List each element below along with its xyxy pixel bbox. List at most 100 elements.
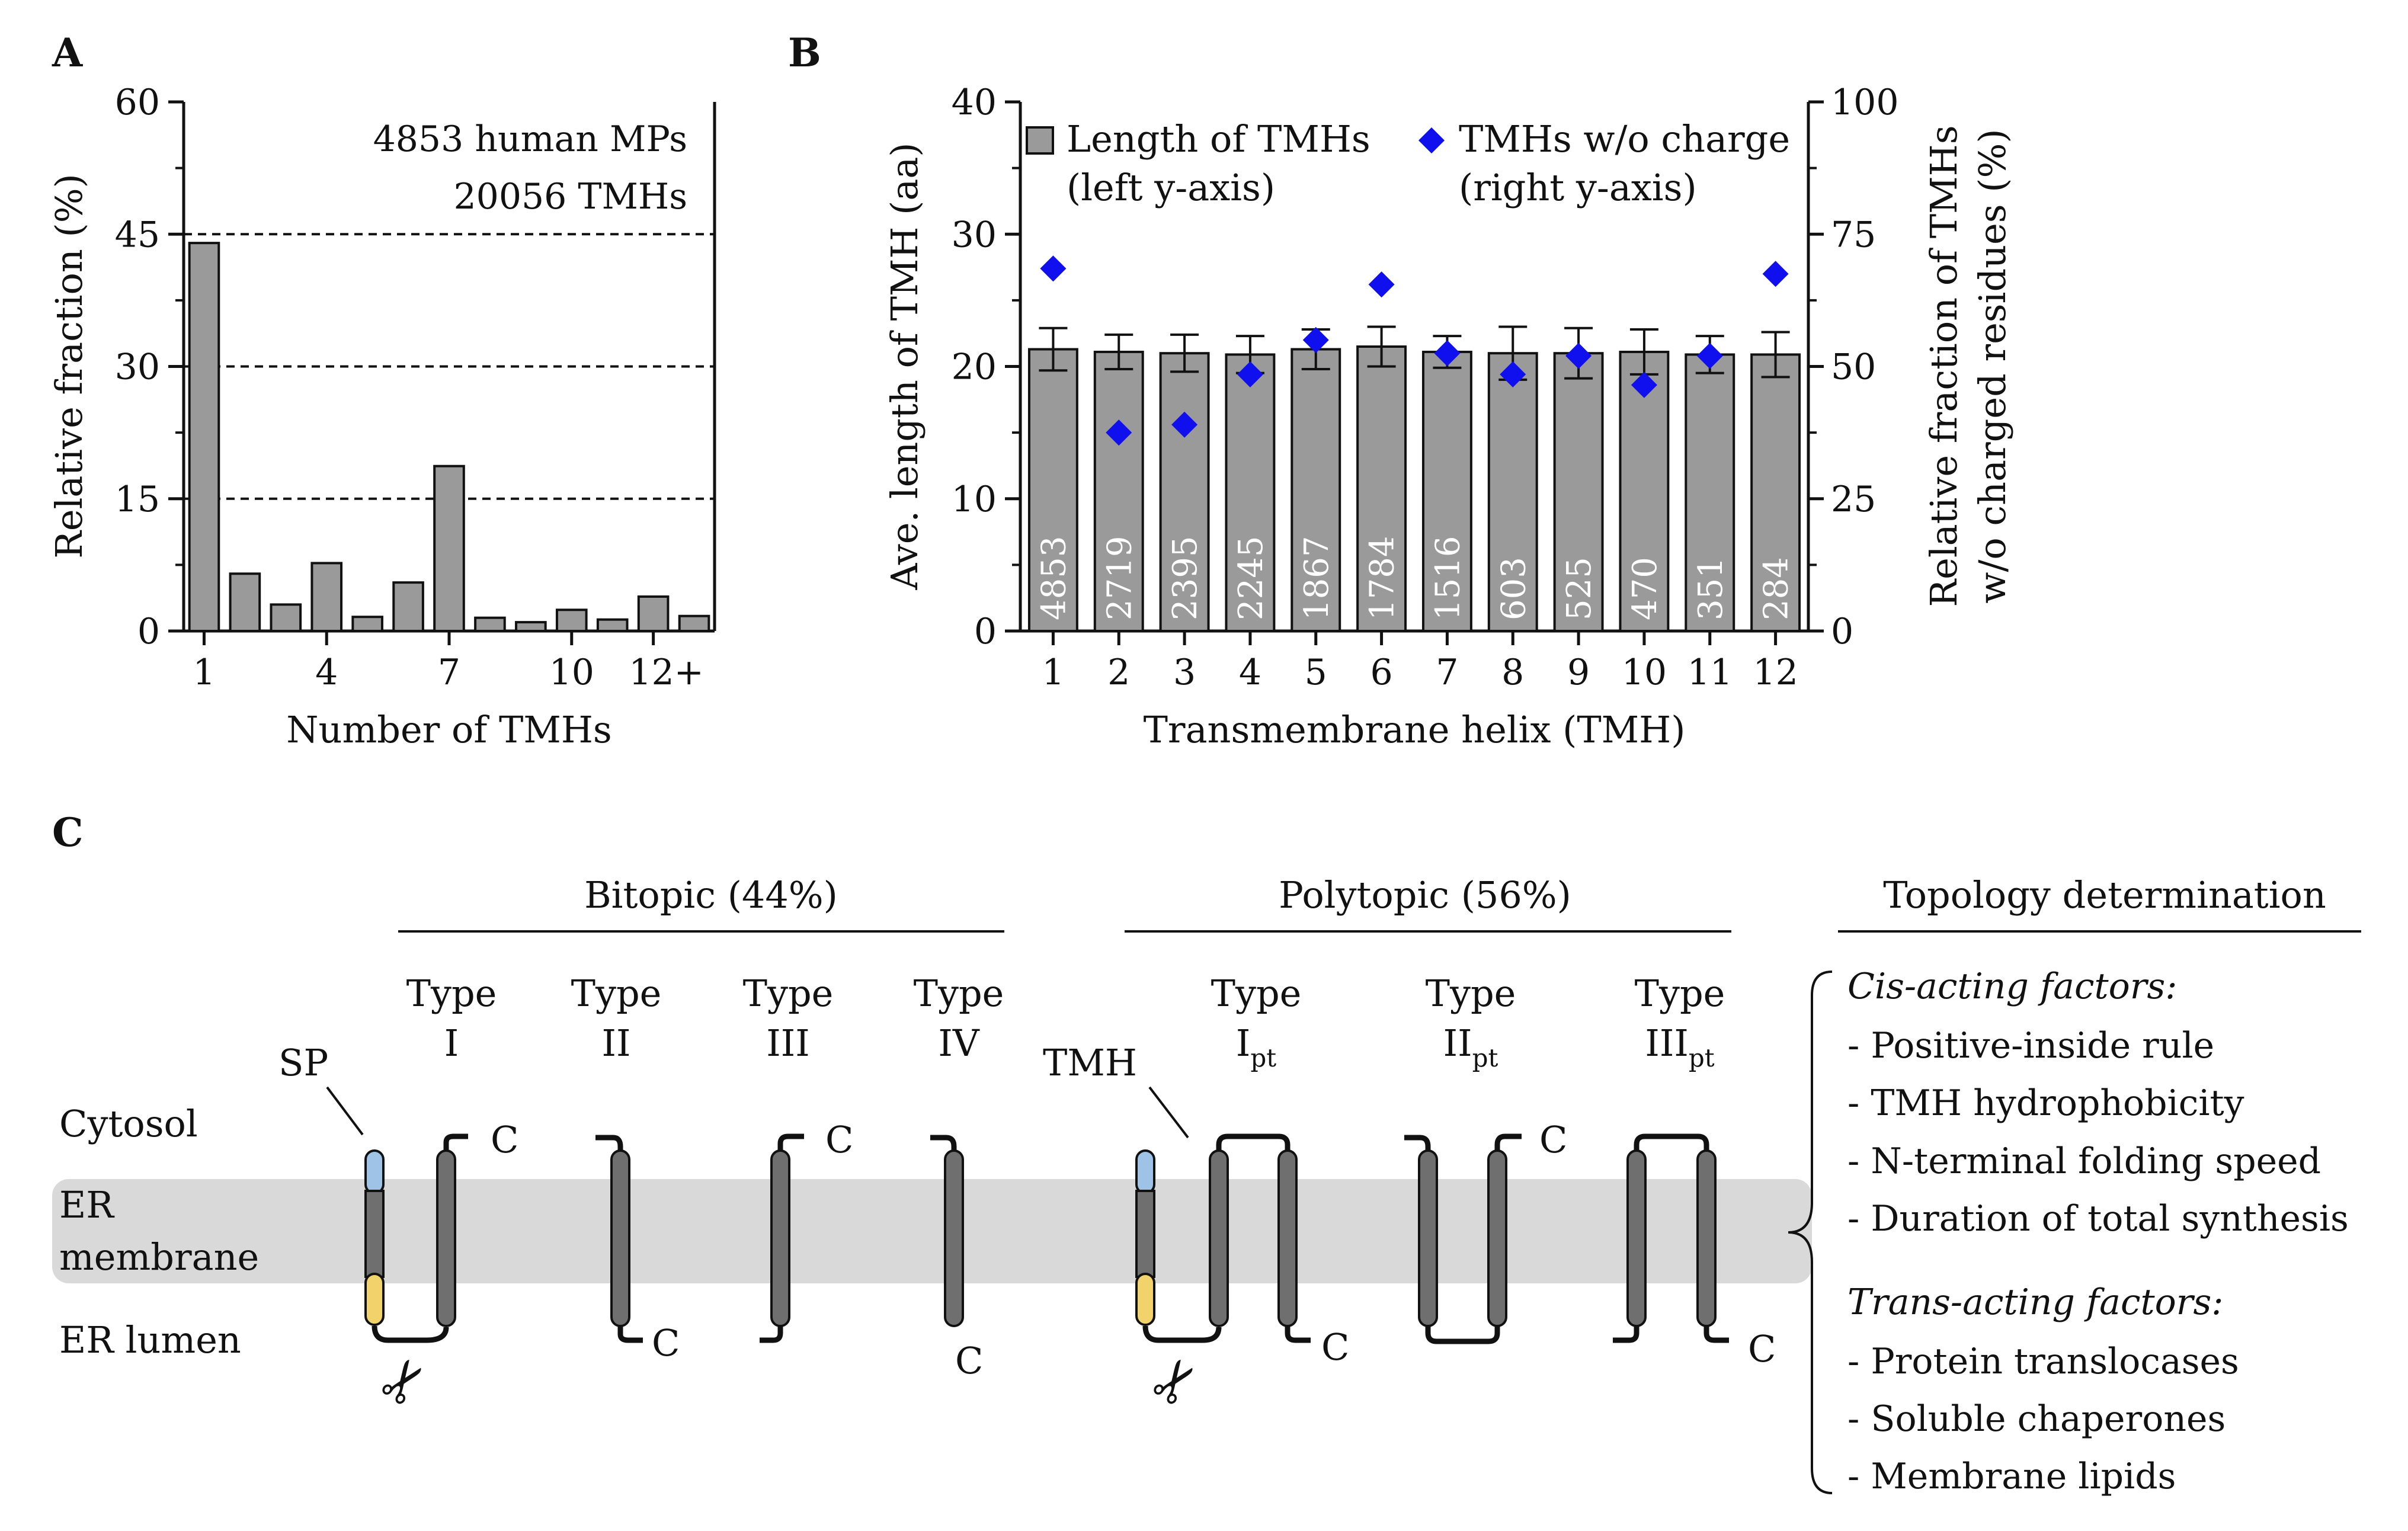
panel-b-ytick-label-left: 40 <box>952 82 997 123</box>
type-ii-c-tail <box>617 1326 643 1343</box>
panel-b-diamond-point <box>1040 255 1067 282</box>
type-i-sp-h-region <box>364 1190 385 1278</box>
type-iii-pt-tmh-2 <box>1696 1149 1717 1327</box>
type-iv-tmh <box>944 1149 964 1327</box>
cis-item-4: - Duration of total synthesis <box>1847 1198 2349 1239</box>
panel-b-bar-count-label: 470 <box>1626 557 1664 620</box>
panel-b-diamond-point <box>1762 261 1789 287</box>
legend-length-line2: (left y-axis) <box>1067 166 1275 209</box>
type-ii-topology: C <box>595 1135 680 1365</box>
panel-b-bar <box>1159 352 1210 632</box>
panel-b-bar <box>1619 350 1670 632</box>
type-ii-pt-tmh-1 <box>1418 1149 1438 1327</box>
type-iii-c-label: C <box>825 1118 853 1161</box>
type-header-roman: IIIpt <box>1645 1021 1714 1072</box>
type-iii-pt-topology: C <box>1613 1133 1776 1370</box>
panel-b-bar-count-label: 4853 <box>1035 536 1073 620</box>
panel-b-xtick-label: 8 <box>1501 652 1524 693</box>
type-ii-pt-c-label: C <box>1539 1118 1567 1161</box>
panel-b-diamond-point <box>1434 340 1461 367</box>
trans-item-1: - Protein translocases <box>1847 1341 2239 1382</box>
type-iii-pt-c-label: C <box>1748 1327 1776 1370</box>
type-iv-topology: C <box>930 1135 983 1382</box>
cytosol-label: Cytosol <box>59 1102 198 1145</box>
panel-b-diamond-point <box>1106 419 1132 446</box>
panel-b-xtick-label: 1 <box>1042 652 1064 693</box>
type-i-topology: C ✂ <box>363 1118 518 1420</box>
panel-a-bar <box>474 616 506 633</box>
panel-a-bar <box>596 618 629 632</box>
panel-a-annotation-proteins: 4853 human MPs <box>373 118 687 160</box>
type-header-word: Type <box>743 972 834 1015</box>
panel-b-bar <box>1093 350 1144 632</box>
trans-acting-title: Trans-acting factors: <box>1847 1282 2223 1323</box>
panel-a-ytick-label: 15 <box>115 479 160 520</box>
panel-a-bar <box>392 581 424 632</box>
panel-b-y-label-right-1: Relative fraction of TMHs <box>1922 125 1965 607</box>
bitopic-header: Bitopic (44%) <box>584 873 838 917</box>
panel-b-ytick-label-right: 0 <box>1831 611 1853 652</box>
type-iv-c-label: C <box>955 1339 983 1382</box>
type-ii-n-tail <box>595 1135 623 1151</box>
panel-b-ytick-label-left: 30 <box>952 214 997 255</box>
type-header-roman: Ipt <box>1236 1021 1276 1072</box>
type-ii-pt-tmh-2 <box>1487 1149 1507 1327</box>
type-header-word: Type <box>571 972 662 1015</box>
type-i-pt-sp-c-region <box>1135 1273 1155 1326</box>
panel-b-bar <box>1027 348 1078 632</box>
panel-b-ytick-label-right: 25 <box>1831 479 1876 520</box>
panel-b-diamond-point <box>1500 361 1526 387</box>
panel-a-xtick-label: 12+ <box>629 652 704 693</box>
panel-b-diamond-point <box>1565 342 1592 369</box>
panel-a-y-label: Relative fraction (%) <box>47 174 91 559</box>
type-i-pt-scissors-icon: ✂ <box>1135 1343 1216 1420</box>
panel-a-bar <box>310 562 343 632</box>
panel-b-xtick-label: 10 <box>1622 652 1667 693</box>
trans-item-2: - Soluble chaperones <box>1847 1398 2226 1440</box>
panel-a-xtick-label: 10 <box>549 652 594 693</box>
type-iii-topology: C <box>760 1118 853 1343</box>
type-iii-n-tail <box>760 1326 783 1343</box>
panel-b-diamond-point <box>1237 361 1263 387</box>
type-header-word: Type <box>1426 972 1516 1015</box>
panel-b-diamond-point <box>1302 326 1329 353</box>
panel-a-bar <box>188 242 220 632</box>
legend-diamond-icon <box>1418 127 1445 153</box>
panel-b-xtick-label: 3 <box>1173 652 1196 693</box>
panel-a-xtick-label: 4 <box>315 652 338 693</box>
panel-b-bar-count-label: 1516 <box>1429 536 1467 620</box>
type-header-roman: II <box>602 1021 631 1065</box>
panel-b-bar-count-label: 525 <box>1560 557 1599 620</box>
panel-b-bar-count-label: 284 <box>1757 557 1796 620</box>
panel-b-ytick-label-right: 100 <box>1831 82 1899 123</box>
tmh-pointer-line <box>1148 1086 1189 1139</box>
panel-b-bar <box>1356 345 1407 632</box>
type-header-roman: I <box>444 1021 459 1065</box>
panel-b-xtick-label: 7 <box>1436 652 1458 693</box>
cis-item-2: - TMH hydrophobicity <box>1847 1082 2244 1124</box>
panel-a-bar <box>270 603 302 632</box>
topology-title: Topology determination <box>1883 873 2326 917</box>
panel-a-ytick-label: 30 <box>115 347 160 388</box>
panel-b-ytick-label-left: 20 <box>952 347 997 388</box>
type-i-lumenal-loop <box>372 1325 449 1343</box>
type-header-word: Type <box>914 972 1004 1015</box>
panel-b-diamond-point <box>1631 371 1657 398</box>
panel-b-x-label: Transmembrane helix (TMH) <box>1144 708 1686 751</box>
type-iii-pt-n-tail <box>1613 1326 1640 1343</box>
panel-a-x-label: Number of TMHs <box>286 708 611 751</box>
type-iii-c-tail <box>777 1133 804 1151</box>
type-header-word: Type <box>1211 972 1302 1015</box>
type-i-pt-tmh-1 <box>1209 1149 1229 1327</box>
sp-label: SP <box>278 1041 328 1084</box>
panel-b-bar-count-label: 2245 <box>1232 536 1270 620</box>
panel-b-ytick-label-left: 0 <box>974 611 997 652</box>
er-membrane-label-1: ER <box>59 1183 115 1226</box>
type-header-roman: IV <box>938 1021 979 1065</box>
panel-a-bar <box>678 614 710 633</box>
tmh-label: TMH <box>1043 1041 1137 1084</box>
panel-a-bar <box>351 616 383 632</box>
panel-b-xtick-label: 2 <box>1107 652 1130 693</box>
panel-b-xtick-label: 12 <box>1753 652 1798 693</box>
panel-b-y-label-left: Ave. length of TMH (aa) <box>883 143 926 591</box>
